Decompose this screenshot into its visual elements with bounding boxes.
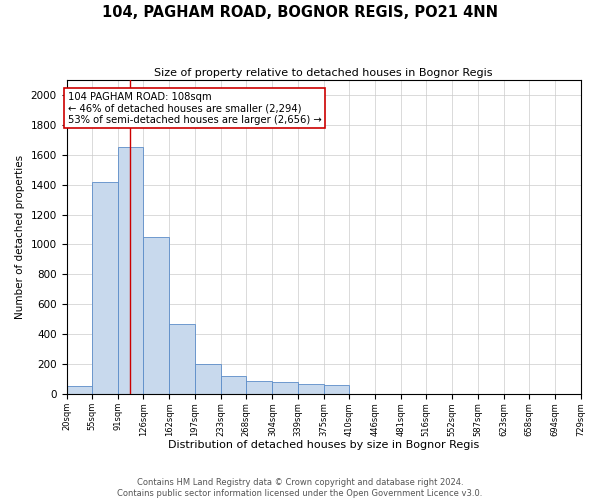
Text: 104, PAGHAM ROAD, BOGNOR REGIS, PO21 4NN: 104, PAGHAM ROAD, BOGNOR REGIS, PO21 4NN — [102, 5, 498, 20]
Y-axis label: Number of detached properties: Number of detached properties — [15, 155, 25, 319]
Bar — [298, 384, 324, 394]
Bar — [324, 384, 349, 394]
Bar — [169, 324, 195, 394]
Text: 104 PAGHAM ROAD: 108sqm
← 46% of detached houses are smaller (2,294)
53% of semi: 104 PAGHAM ROAD: 108sqm ← 46% of detache… — [68, 92, 322, 125]
Bar — [67, 386, 92, 394]
Bar — [247, 381, 272, 394]
Bar — [221, 376, 247, 394]
Text: Contains HM Land Registry data © Crown copyright and database right 2024.
Contai: Contains HM Land Registry data © Crown c… — [118, 478, 482, 498]
Bar — [118, 147, 143, 394]
Bar — [272, 382, 298, 394]
Bar — [195, 364, 221, 394]
X-axis label: Distribution of detached houses by size in Bognor Regis: Distribution of detached houses by size … — [168, 440, 479, 450]
Bar — [92, 182, 118, 394]
Bar — [143, 237, 169, 394]
Title: Size of property relative to detached houses in Bognor Regis: Size of property relative to detached ho… — [154, 68, 493, 78]
